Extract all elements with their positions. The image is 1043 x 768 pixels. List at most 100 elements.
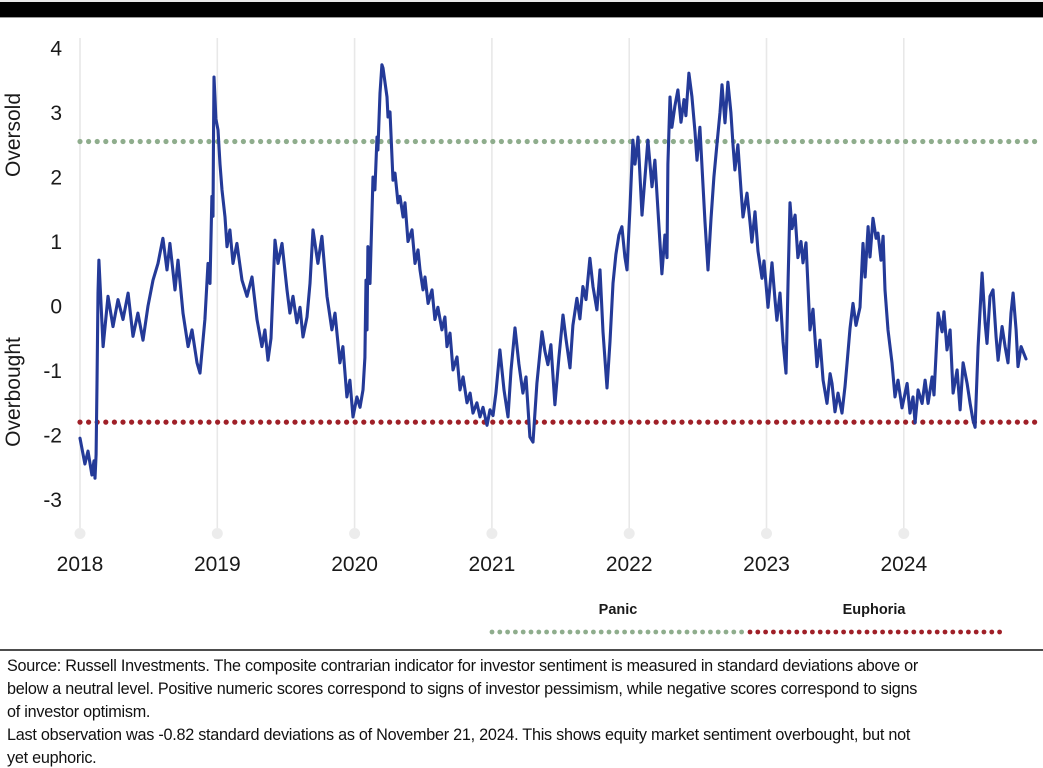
legend-euphoria-dot [864, 629, 870, 635]
panic-line [223, 138, 229, 145]
panic-line [989, 138, 995, 145]
euphoria-line [103, 419, 109, 425]
panic-line [86, 138, 92, 145]
euphoria-line [670, 419, 677, 425]
euphoria-line [86, 419, 92, 425]
panic-line [318, 138, 324, 145]
euphoria-line [258, 419, 264, 425]
euphoria-line [980, 419, 986, 425]
panic-line [430, 138, 436, 145]
panic-line [980, 138, 986, 145]
panic-line [258, 138, 264, 145]
euphoria-line [473, 419, 479, 425]
panic-line [146, 138, 152, 145]
panic-line [576, 138, 582, 145]
euphoria-line [301, 419, 307, 425]
legend-euphoria-dot [825, 629, 831, 635]
legend-euphoria-dot [849, 629, 854, 635]
panic-line [782, 138, 788, 145]
footnote-line: Source: Russell Investments. The composi… [7, 657, 919, 675]
panic-line [791, 138, 797, 145]
euphoria-line [722, 419, 728, 425]
panic-line [447, 138, 453, 145]
legend-label-panic: Panic [599, 602, 638, 618]
euphoria-line [946, 419, 952, 425]
gridline-end-dot [898, 528, 910, 539]
panic-line [739, 138, 745, 145]
panic-line [834, 138, 840, 145]
panic-line [498, 138, 504, 145]
y-tick-label: 1 [50, 231, 62, 254]
euphoria-line [335, 419, 341, 425]
x-tick-label: 2023 [743, 553, 790, 576]
panic-line [868, 138, 874, 145]
legend-panic-dot [528, 629, 534, 635]
gridline-end-dot [761, 528, 772, 539]
legend-euphoria-dot [755, 629, 761, 635]
legend-panic-dot [661, 629, 666, 635]
source-footnote: Source: Russell Investments. The composi… [7, 655, 1039, 768]
euphoria-line [189, 419, 195, 425]
panic-line [249, 138, 255, 145]
legend-euphoria-dot [833, 629, 839, 635]
panic-line [404, 138, 410, 145]
euphoria-line [352, 419, 358, 425]
euphoria-line [928, 419, 935, 425]
euphoria-line [799, 419, 806, 425]
panic-line [559, 138, 565, 145]
legend-euphoria-dot [895, 629, 901, 635]
gridline-end-dot [74, 528, 86, 539]
euphoria-line [713, 419, 720, 425]
panic-line [77, 138, 83, 145]
panic-line [602, 138, 608, 145]
euphoria-line [249, 419, 255, 425]
legend-panic-dot [637, 629, 643, 635]
legend-euphoria-dot [786, 629, 792, 635]
legend-euphoria-dot [872, 629, 878, 635]
euphoria-line [868, 419, 874, 425]
footnote-divider [0, 649, 1043, 651]
euphoria-line [318, 419, 324, 425]
y-tick-label: 0 [50, 296, 62, 319]
y-tick-label: -1 [43, 360, 62, 383]
gridline-end-dot [486, 528, 498, 539]
euphoria-line [576, 419, 582, 425]
legend-panic-dot [497, 629, 503, 635]
euphoria-line [765, 419, 771, 425]
panic-line [774, 138, 780, 145]
legend-euphoria-dot [950, 629, 956, 635]
legend-panic-dot [692, 629, 698, 635]
legend-euphoria-dot [934, 629, 940, 635]
legend-panic-dot [505, 629, 510, 635]
panic-line [1006, 138, 1012, 145]
panic-line [963, 138, 969, 145]
panic-line [292, 138, 298, 145]
legend-euphoria-dot [880, 629, 885, 635]
euphoria-line [954, 419, 960, 425]
panic-line [189, 138, 195, 145]
panic-line [799, 138, 806, 145]
panic-line [584, 138, 591, 145]
euphoria-line [550, 419, 556, 425]
euphoria-line [791, 419, 797, 425]
panic-line [154, 138, 160, 145]
legend-panic-dot [598, 629, 604, 635]
euphoria-line [937, 419, 943, 425]
euphoria-line [774, 419, 780, 425]
panic-line [301, 138, 307, 145]
euphoria-line [567, 419, 573, 425]
legend-euphoria-dot [817, 629, 823, 635]
legend-panic-dot [614, 629, 620, 635]
legend-panic-dot [606, 629, 612, 635]
euphoria-line [679, 419, 685, 425]
x-tick-label: 2021 [469, 553, 516, 576]
panic-line [610, 138, 616, 145]
euphoria-line [309, 419, 315, 425]
panic-line [937, 138, 943, 145]
panic-line [851, 138, 857, 145]
euphoria-line [541, 419, 548, 425]
legend-euphoria-dot [841, 629, 846, 635]
panic-line [894, 138, 900, 145]
panic-line [240, 138, 246, 145]
